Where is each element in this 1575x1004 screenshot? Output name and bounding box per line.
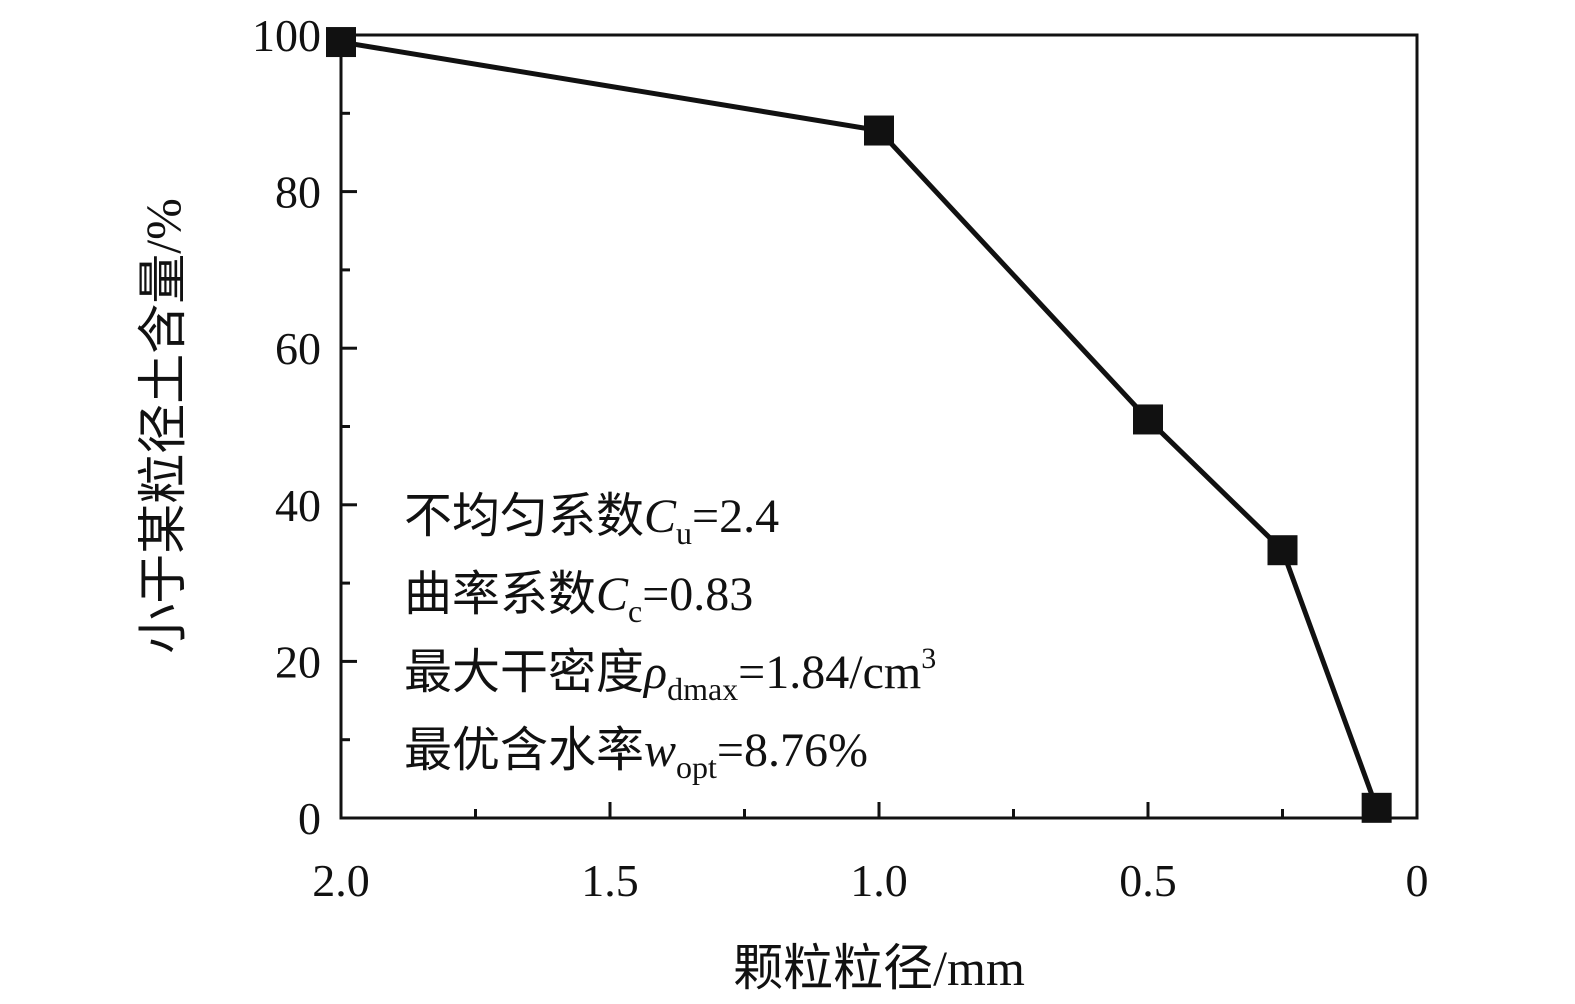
series-markers xyxy=(326,27,1392,823)
x-tick-label: 1.0 xyxy=(850,855,908,906)
x-tick-label: 0 xyxy=(1406,855,1429,906)
x-tick-label: 2.0 xyxy=(312,855,370,906)
y-tick-label: 40 xyxy=(275,480,321,531)
y-tick-label: 60 xyxy=(275,323,321,374)
parameter-annotations: 不均匀系数Cu=2.4 曲率系数Cc=0.83 最大干密度ρdmax=1.84/cm… xyxy=(404,490,936,785)
annotation-line: 最优含水率wopt=8.76% xyxy=(404,724,868,785)
data-point xyxy=(1361,792,1392,823)
data-point xyxy=(1267,535,1298,566)
axis-ticks xyxy=(339,33,1419,820)
axis-tick-labels: 0 20 40 60 80 100 2.0 1.5 1.0 0.5 0 xyxy=(252,10,1429,906)
y-axis-title: 小于某粒径土含量/% xyxy=(135,198,191,654)
data-point xyxy=(1133,404,1163,435)
data-point xyxy=(326,27,356,58)
x-tick-label: 0.5 xyxy=(1119,855,1177,906)
plot-frame xyxy=(339,33,1419,820)
annotation-line: 曲率系数Cc=0.83 xyxy=(404,568,753,629)
y-tick-label: 80 xyxy=(275,167,321,218)
annotation-line: 最大干密度ρdmax=1.84/cm3 xyxy=(404,642,936,707)
x-axis-title: 颗粒粒径/mm xyxy=(733,940,1025,996)
y-tick-label: 0 xyxy=(298,793,321,844)
y-tick-label: 100 xyxy=(252,10,321,61)
data-point xyxy=(864,115,894,146)
x-tick-label: 1.5 xyxy=(581,855,639,906)
y-tick-label: 20 xyxy=(275,636,321,687)
annotation-line: 不均匀系数Cu=2.4 xyxy=(404,490,779,551)
